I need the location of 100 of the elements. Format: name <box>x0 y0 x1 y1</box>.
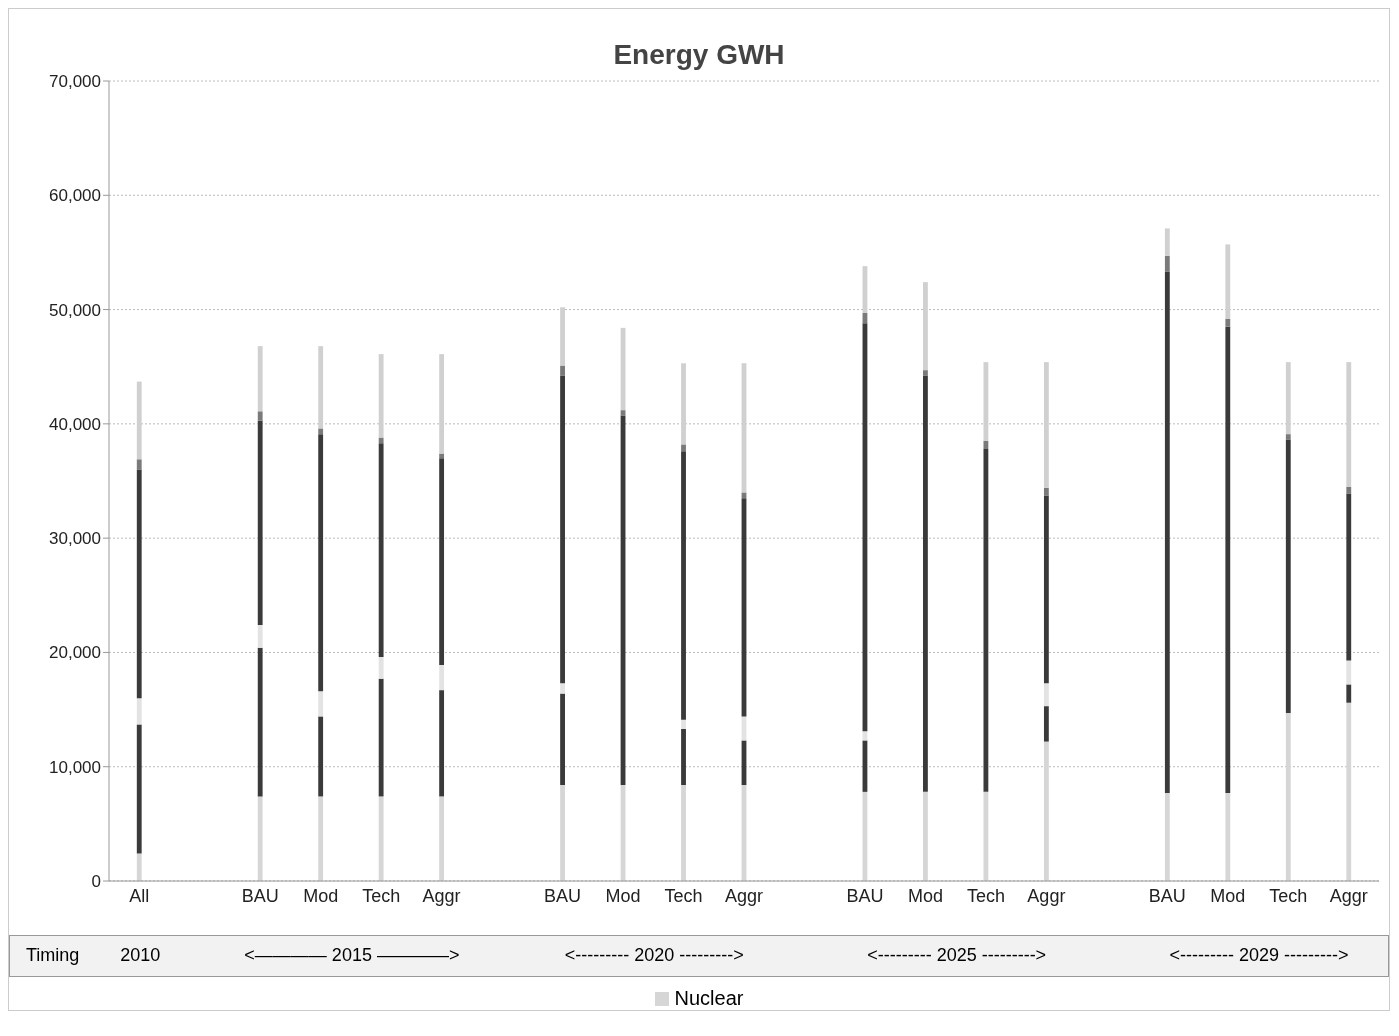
bar <box>1225 244 1231 319</box>
x-tick-label: BAU <box>544 885 582 906</box>
x-tick-label: Aggr <box>724 885 764 906</box>
bar <box>983 449 989 792</box>
bar <box>439 796 445 881</box>
bar <box>560 785 565 881</box>
y-tick-label: 70,000 <box>49 72 101 92</box>
y-tick-label: 50,000 <box>49 300 101 320</box>
bar <box>439 690 445 797</box>
bar <box>136 853 142 881</box>
text: 2010 <box>120 945 161 966</box>
x-tick-label: Tech <box>966 885 1005 906</box>
bar <box>318 716 324 797</box>
bar <box>439 458 445 665</box>
y-tick-label: 60,000 <box>49 186 101 206</box>
bar <box>318 691 324 717</box>
bar <box>378 796 384 881</box>
bar <box>318 346 324 429</box>
bar <box>1043 487 1049 496</box>
bar <box>439 453 445 459</box>
x-tick-label: All <box>129 885 150 906</box>
text: <--------- 2029 ---------> <box>1169 945 1349 966</box>
text: <--------- 2020 ---------> <box>564 945 744 966</box>
bar <box>560 693 565 785</box>
bar <box>318 434 324 692</box>
bar <box>1043 362 1049 488</box>
bar <box>923 375 928 792</box>
bar <box>1043 706 1049 742</box>
bar <box>681 444 686 452</box>
chart-title: Energy GWH <box>612 39 786 71</box>
bar <box>378 678 384 797</box>
bar <box>1043 741 1049 881</box>
bar <box>560 375 565 684</box>
x-tick-label: BAU <box>241 885 279 906</box>
x-tick-label: Aggr <box>1329 885 1368 906</box>
y-tick-label: 40,000 <box>49 414 101 434</box>
bar <box>1346 486 1352 494</box>
bar <box>1164 271 1170 793</box>
y-tick-label: 30,000 <box>49 529 101 549</box>
bar <box>257 346 263 412</box>
bar <box>257 796 263 881</box>
bar <box>378 657 384 679</box>
x-tick-label: Tech <box>664 885 703 906</box>
bar <box>1346 702 1352 881</box>
bar <box>136 469 142 699</box>
bar <box>923 282 928 371</box>
bar <box>1164 793 1170 881</box>
bar <box>983 362 989 441</box>
bar <box>378 443 384 657</box>
x-tick-label: Tech <box>362 885 401 906</box>
bar <box>1043 495 1049 684</box>
bar <box>1164 228 1170 256</box>
bar <box>560 683 565 694</box>
bar <box>1285 434 1291 440</box>
bar <box>1346 493 1352 661</box>
bar <box>560 307 565 366</box>
text: Timing <box>26 945 80 966</box>
x-tick-label: Aggr <box>1027 885 1066 906</box>
bar <box>923 791 928 881</box>
bar <box>1285 713 1291 881</box>
text: <--------- 2025 ---------> <box>867 945 1047 966</box>
x-tick-label: Aggr <box>422 885 461 906</box>
bar <box>983 791 989 881</box>
x-tick-label: Tech <box>1269 885 1308 906</box>
bar <box>136 459 142 470</box>
bar <box>681 785 686 881</box>
bar <box>136 698 142 725</box>
bar <box>257 647 263 797</box>
bar <box>257 411 263 421</box>
bar <box>378 354 384 438</box>
bar <box>681 719 686 729</box>
bar <box>439 665 445 691</box>
bar <box>136 724 142 854</box>
bar <box>1225 326 1231 793</box>
x-tick-label: Mod <box>303 885 339 906</box>
bar <box>1225 793 1231 881</box>
y-tick-label: 20,000 <box>49 643 101 663</box>
bar <box>136 381 142 460</box>
bar <box>1346 684 1352 703</box>
bar <box>1346 362 1352 487</box>
bar <box>1225 318 1231 327</box>
x-tick-label: Mod <box>907 885 943 906</box>
y-tick-label: 0 <box>91 872 101 892</box>
bar <box>1285 362 1291 435</box>
text: <———— 2015 ————> <box>244 945 460 966</box>
bar <box>560 365 565 376</box>
x-tick-label: Mod <box>1210 885 1246 906</box>
bar <box>318 796 324 881</box>
bar <box>257 625 263 648</box>
bar <box>681 363 686 445</box>
bar <box>923 370 928 376</box>
bar <box>1285 439 1291 713</box>
x-tick-label: BAU <box>846 885 884 906</box>
bar <box>439 354 445 454</box>
x-tick-label: BAU <box>1148 885 1186 906</box>
y-tick-label: 10,000 <box>49 757 101 777</box>
legend-label: Nuclear <box>674 987 744 1010</box>
bar <box>681 729 686 785</box>
x-tick-label: Mod <box>605 885 641 906</box>
bar <box>681 451 686 720</box>
